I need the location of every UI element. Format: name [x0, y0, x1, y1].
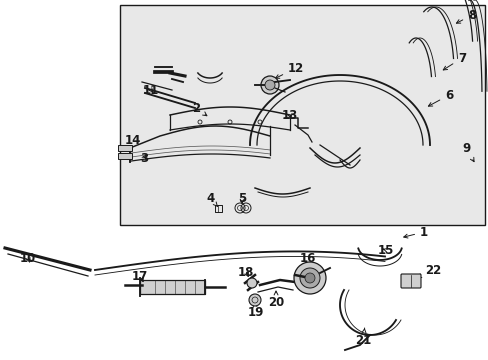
Text: 7: 7: [442, 51, 465, 70]
Text: 9: 9: [461, 141, 473, 162]
Circle shape: [248, 294, 261, 306]
Text: 5: 5: [238, 192, 246, 204]
Text: 2: 2: [192, 102, 206, 116]
Bar: [118, 145, 132, 151]
Text: 18: 18: [238, 266, 254, 279]
Text: 17: 17: [132, 270, 148, 283]
Circle shape: [246, 278, 257, 288]
Text: 4: 4: [205, 192, 217, 206]
Text: 16: 16: [299, 252, 316, 267]
Text: 13: 13: [282, 108, 298, 122]
Text: 22: 22: [417, 264, 440, 278]
Text: 11: 11: [142, 84, 159, 96]
Circle shape: [293, 262, 325, 294]
Circle shape: [261, 76, 279, 94]
Circle shape: [305, 273, 314, 283]
Text: 1: 1: [403, 225, 427, 239]
Circle shape: [299, 268, 319, 288]
Bar: [118, 153, 132, 159]
FancyBboxPatch shape: [400, 274, 420, 288]
Text: 10: 10: [20, 252, 36, 265]
Text: 3: 3: [140, 152, 148, 165]
Circle shape: [264, 80, 274, 90]
Bar: [140, 280, 204, 294]
Text: 15: 15: [377, 243, 393, 257]
Bar: [120, 5, 484, 225]
Text: 8: 8: [455, 9, 475, 23]
Text: 12: 12: [275, 62, 304, 78]
Text: 19: 19: [247, 303, 264, 319]
Text: 20: 20: [267, 291, 284, 309]
Text: 6: 6: [427, 89, 452, 106]
Text: 21: 21: [354, 328, 370, 346]
Text: 14: 14: [121, 134, 141, 152]
